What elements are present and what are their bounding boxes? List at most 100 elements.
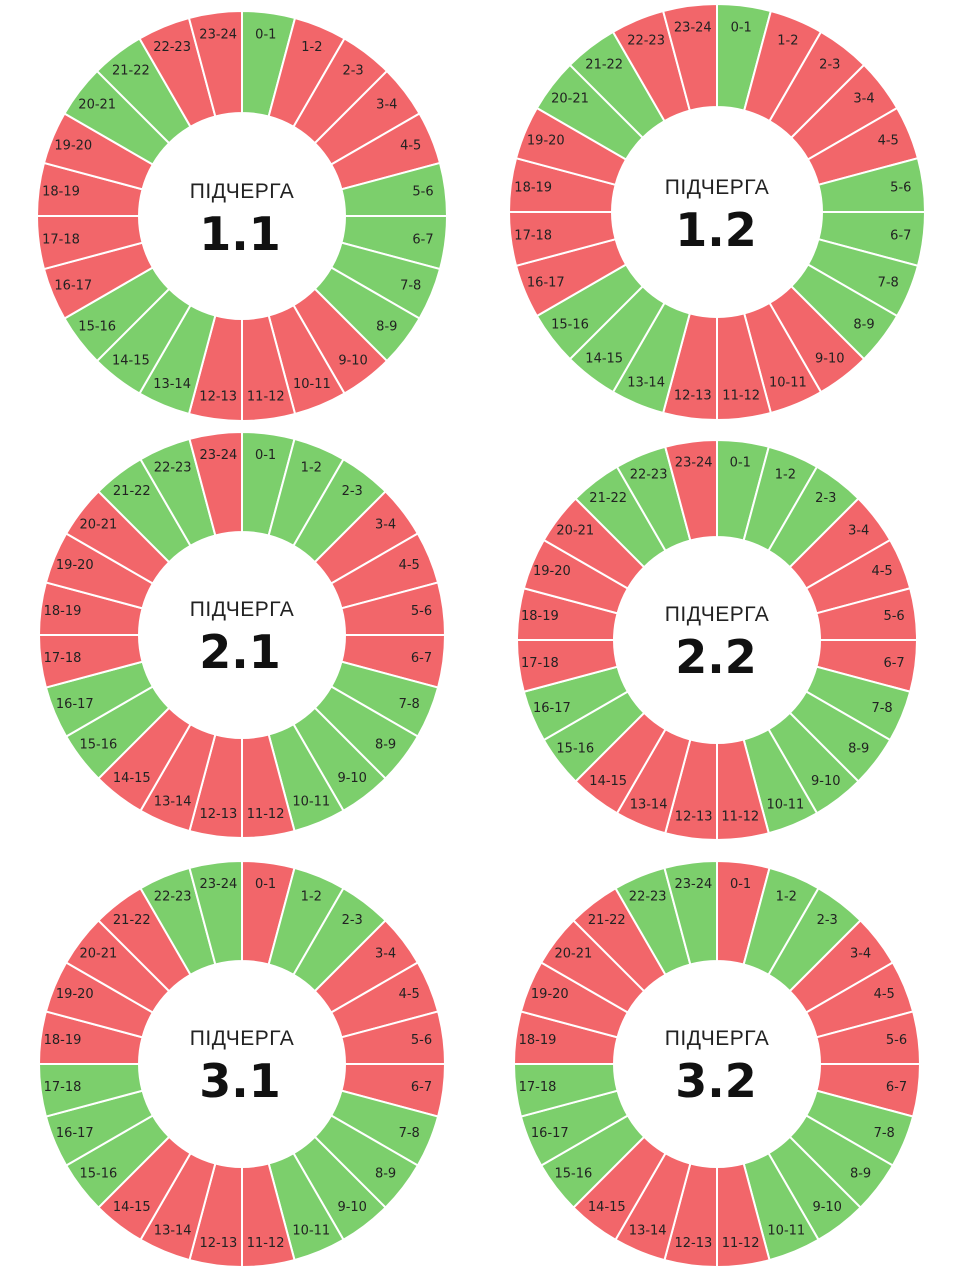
hour-segment-23-24: [661, 2, 718, 112]
hour-label: 23-24: [675, 455, 713, 470]
hour-label: 20-21: [556, 524, 594, 539]
hour-label: 20-21: [551, 92, 589, 107]
hour-label: 3-4: [850, 946, 871, 961]
hour-label: 12-13: [200, 1236, 238, 1251]
hour-label: 4-5: [399, 558, 420, 573]
queue-wheel-3-2: 0-1 1-2 2-3 3-4 4-5 5-6 6-7 7-8 8-9 9-10 10-11 11-1…: [512, 859, 922, 1269]
hour-label: 19-20: [54, 139, 92, 154]
hour-segment-23-24: [188, 859, 243, 966]
queue-wheel-1-1: 0-1 1-2 2-3 3-4 4-5 5-6 6-7 7-8 8-9 9-10 10-11 11-1…: [35, 9, 449, 423]
hour-label: 18-19: [514, 180, 552, 195]
hour-label: 12-13: [200, 807, 238, 822]
hour-label: 19-20: [56, 558, 94, 573]
queue-number: 1.2: [675, 203, 757, 257]
hour-label: 9-10: [812, 1200, 842, 1215]
hour-label: 15-16: [556, 741, 594, 756]
hour-label: 23-24: [199, 28, 237, 43]
hour-label: 1-2: [301, 40, 322, 55]
hour-label: 8-9: [375, 738, 396, 753]
hour-label: 6-7: [412, 232, 433, 247]
hour-label: 1-2: [777, 33, 798, 48]
hour-segments: [512, 859, 922, 1269]
hour-label: 14-15: [585, 352, 623, 367]
queue-number: 2.2: [675, 630, 757, 684]
queue-number: 1.1: [199, 207, 281, 261]
queue-title: ПІДЧЕРГА: [665, 603, 769, 626]
hour-segment-23-24: [664, 438, 718, 542]
hour-label: 8-9: [850, 1167, 871, 1182]
hour-label: 0-1: [255, 28, 276, 43]
hour-label: 14-15: [589, 774, 627, 789]
hour-label: 2-3: [342, 484, 363, 499]
hour-label: 15-16: [555, 1167, 593, 1182]
queue-title: ПІДЧЕРГА: [190, 598, 294, 621]
hour-label: 18-19: [44, 604, 82, 619]
hour-label: 5-6: [890, 180, 911, 195]
hour-label: 3-4: [853, 92, 874, 107]
hour-label: 8-9: [375, 1167, 396, 1182]
hour-label: 3-4: [376, 97, 397, 112]
queue-title: ПІДЧЕРГА: [190, 180, 294, 203]
hour-label: 2-3: [815, 491, 836, 506]
hour-label: 7-8: [399, 1126, 420, 1141]
hour-label: 5-6: [411, 1033, 432, 1048]
hour-segment-23-24: [663, 859, 718, 966]
queue-number: 3.1: [199, 1054, 281, 1108]
hour-label: 16-17: [533, 701, 571, 716]
hour-label: 14-15: [588, 1200, 626, 1215]
hour-label: 5-6: [411, 604, 432, 619]
hour-label: 13-14: [154, 1224, 192, 1239]
hour-label: 14-15: [113, 1200, 151, 1215]
hour-label: 11-12: [247, 1236, 285, 1251]
hour-labels: 0-1 1-2 2-3 3-4 4-5 5-6 6-7 7-8 8-9 9-10 10-11 11-1…: [514, 21, 911, 404]
hour-label: 13-14: [627, 376, 665, 391]
hour-label: 6-7: [883, 656, 904, 671]
hour-label: 22-23: [154, 460, 192, 475]
hour-label: 0-1: [730, 877, 751, 892]
hour-label: 18-19: [521, 609, 559, 624]
hour-label: 4-5: [400, 139, 421, 154]
hour-label: 14-15: [113, 771, 151, 786]
hour-label: 4-5: [878, 134, 899, 149]
hour-label: 17-18: [44, 1080, 82, 1095]
hour-label: 17-18: [521, 656, 559, 671]
hour-segments: [37, 859, 447, 1269]
hour-label: 7-8: [878, 275, 899, 290]
hour-label: 1-2: [776, 889, 797, 904]
hour-label: 7-8: [874, 1126, 895, 1141]
hour-label: 11-12: [247, 390, 285, 405]
hour-label: 20-21: [78, 97, 116, 112]
hour-label: 10-11: [767, 1224, 805, 1239]
hour-label: 5-6: [886, 1033, 907, 1048]
hour-label: 10-11: [292, 795, 330, 810]
hour-label: 11-12: [247, 807, 285, 822]
hour-label: 21-22: [112, 64, 150, 79]
hour-label: 22-23: [153, 40, 191, 55]
hour-segments: [35, 9, 449, 423]
hour-label: 15-16: [78, 320, 116, 335]
hour-label: 13-14: [154, 795, 192, 810]
queue-wheel-2-2: 0-1 1-2 2-3 3-4 4-5 5-6 6-7 7-8 8-9 9-10 10-11 11-1…: [515, 438, 919, 842]
hour-label: 2-3: [817, 913, 838, 928]
hour-label: 23-24: [200, 877, 238, 892]
hour-label: 21-22: [113, 913, 151, 928]
hour-label: 16-17: [56, 1126, 94, 1141]
hour-label: 9-10: [337, 1200, 367, 1215]
hour-label: 0-1: [255, 448, 276, 463]
hour-label: 6-7: [411, 651, 432, 666]
hour-segments: [507, 2, 927, 422]
hour-label: 16-17: [527, 275, 565, 290]
hour-label: 8-9: [376, 320, 397, 335]
hour-label: 5-6: [883, 609, 904, 624]
hour-label: 19-20: [533, 564, 571, 579]
hour-label: 0-1: [731, 21, 752, 36]
hour-label: 10-11: [292, 1224, 330, 1239]
queue-wheel-1-2: 0-1 1-2 2-3 3-4 4-5 5-6 6-7 7-8 8-9 9-10 10-11 11-1…: [507, 2, 927, 422]
hour-label: 6-7: [886, 1080, 907, 1095]
hour-label: 7-8: [400, 278, 421, 293]
hour-label: 4-5: [874, 987, 895, 1002]
hour-label: 9-10: [338, 353, 368, 368]
hour-label: 18-19: [42, 185, 80, 200]
hour-label: 1-2: [775, 467, 796, 482]
